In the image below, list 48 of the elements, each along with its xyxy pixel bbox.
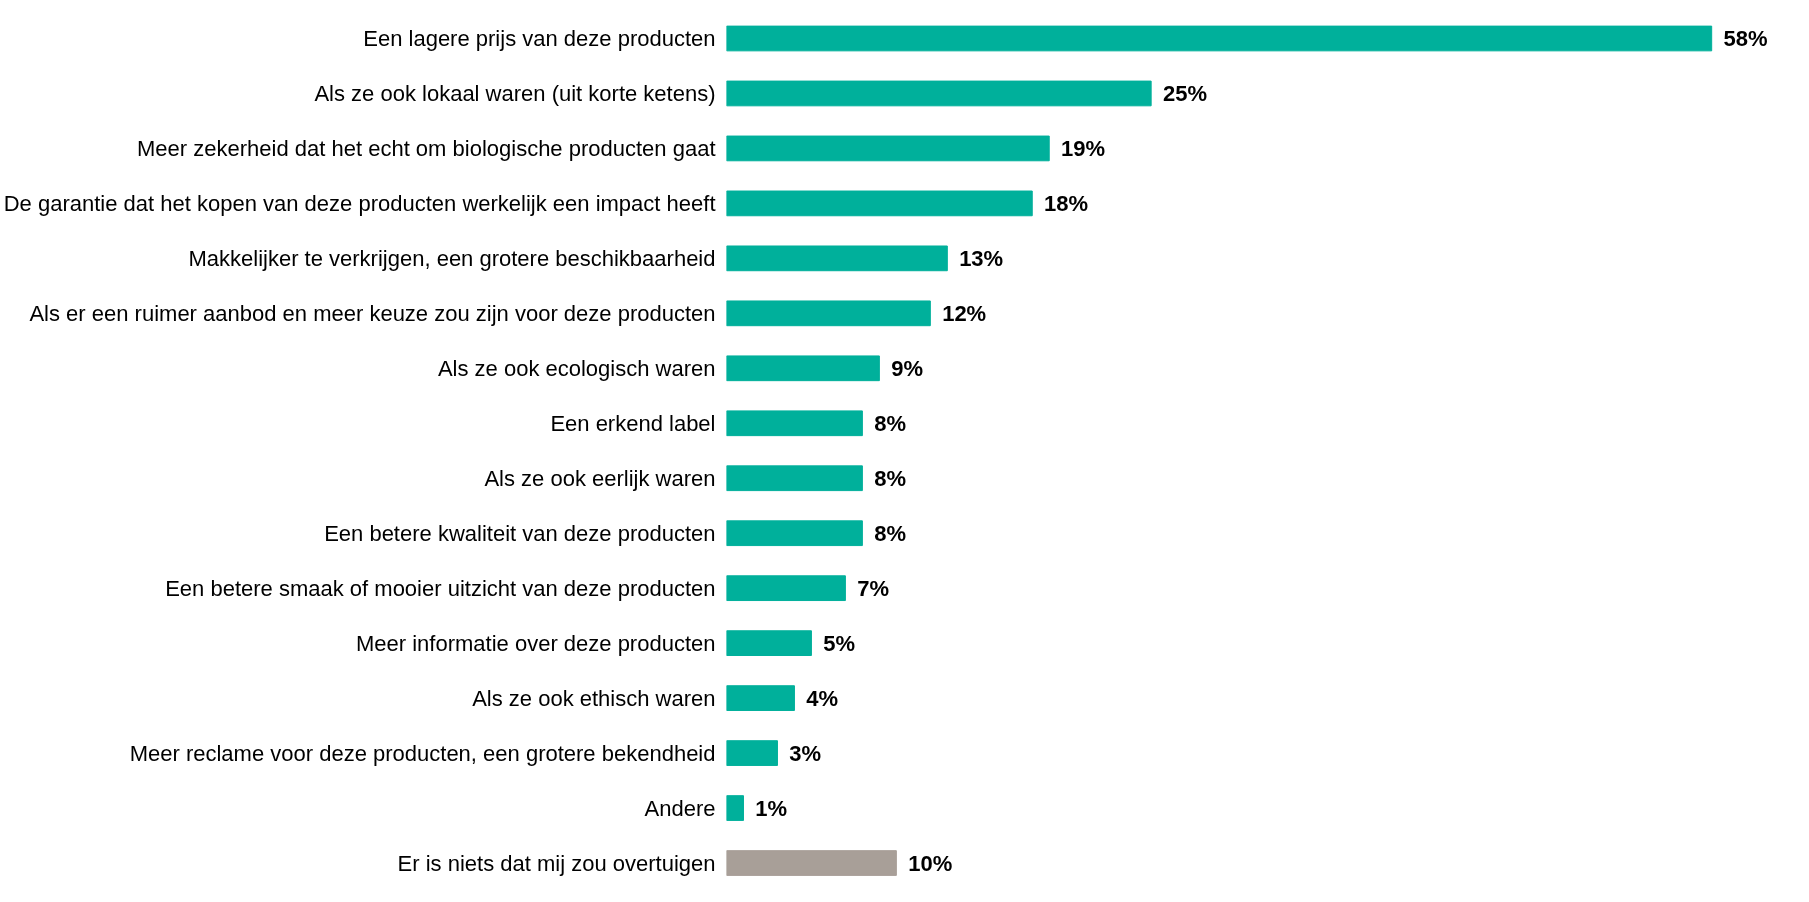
data-label: 3% (789, 740, 822, 766)
y-tick-label: Als ze ook lokaal waren (uit korte ketens) (314, 80, 716, 106)
bar (726, 795, 744, 821)
data-label: 5% (823, 630, 856, 656)
bar (726, 465, 863, 492)
y-tick-label: Meer informatie over deze producten (355, 630, 716, 656)
y-tick-label: Andere (644, 795, 716, 821)
y-tick-label: Meer reclame voor deze producten, een grotere bekendheid (129, 740, 716, 766)
bar (726, 410, 863, 437)
data-label: 13% (959, 245, 1004, 271)
bar (726, 135, 1050, 162)
y-tick-label: Er is niets dat mij zou overtuigen (397, 850, 716, 876)
data-label: 12% (942, 300, 987, 326)
bar (726, 740, 778, 766)
y-tick-label: Als er een ruimer aanbod en meer keuze zou zijn voor deze producten (29, 300, 716, 326)
y-tick-label: Als ze ook ecologisch waren (437, 355, 716, 381)
data-label: 8% (874, 410, 907, 436)
data-label: 10% (908, 850, 953, 876)
data-label: 8% (874, 520, 907, 546)
data-label: 4% (806, 685, 839, 711)
data-label: 9% (891, 355, 923, 381)
y-tick-label: Een betere smaak of mooier uitzicht van deze producten (165, 575, 716, 601)
data-label: 8% (874, 465, 907, 491)
bar (726, 355, 880, 382)
bar (726, 190, 1033, 217)
y-tick-label: Een betere kwaliteit van deze producten (324, 520, 716, 546)
bar (726, 685, 795, 711)
bar (726, 630, 812, 657)
y-tick-label: Een lagere prijs van deze producten (363, 25, 716, 51)
bar (726, 850, 897, 876)
data-label: 58% (1723, 25, 1768, 51)
bar (726, 25, 1713, 52)
data-label: 19% (1061, 135, 1106, 161)
bar (726, 300, 931, 327)
data-label: 1% (755, 795, 788, 821)
data-label: 7% (857, 575, 890, 601)
bar (726, 575, 846, 602)
y-tick-label: Als ze ook ethisch waren (472, 685, 716, 711)
y-tick-label: Een erkend label (550, 410, 716, 436)
y-tick-label: Makkelijker te verkrijgen, een grotere beschikbaarheid (188, 245, 716, 271)
bar (726, 80, 1152, 107)
y-tick-label: Als ze ook eerlijk waren (484, 465, 716, 491)
data-label: 18% (1044, 190, 1089, 216)
y-tick-label: De garantie dat het kopen van deze producten werkelijk een impact heeft (3, 190, 716, 216)
bar (726, 245, 948, 272)
y-tick-label: Meer zekerheid dat het echt om biologische producten gaat (137, 135, 716, 161)
bar (726, 520, 863, 547)
data-label: 25% (1162, 80, 1208, 106)
